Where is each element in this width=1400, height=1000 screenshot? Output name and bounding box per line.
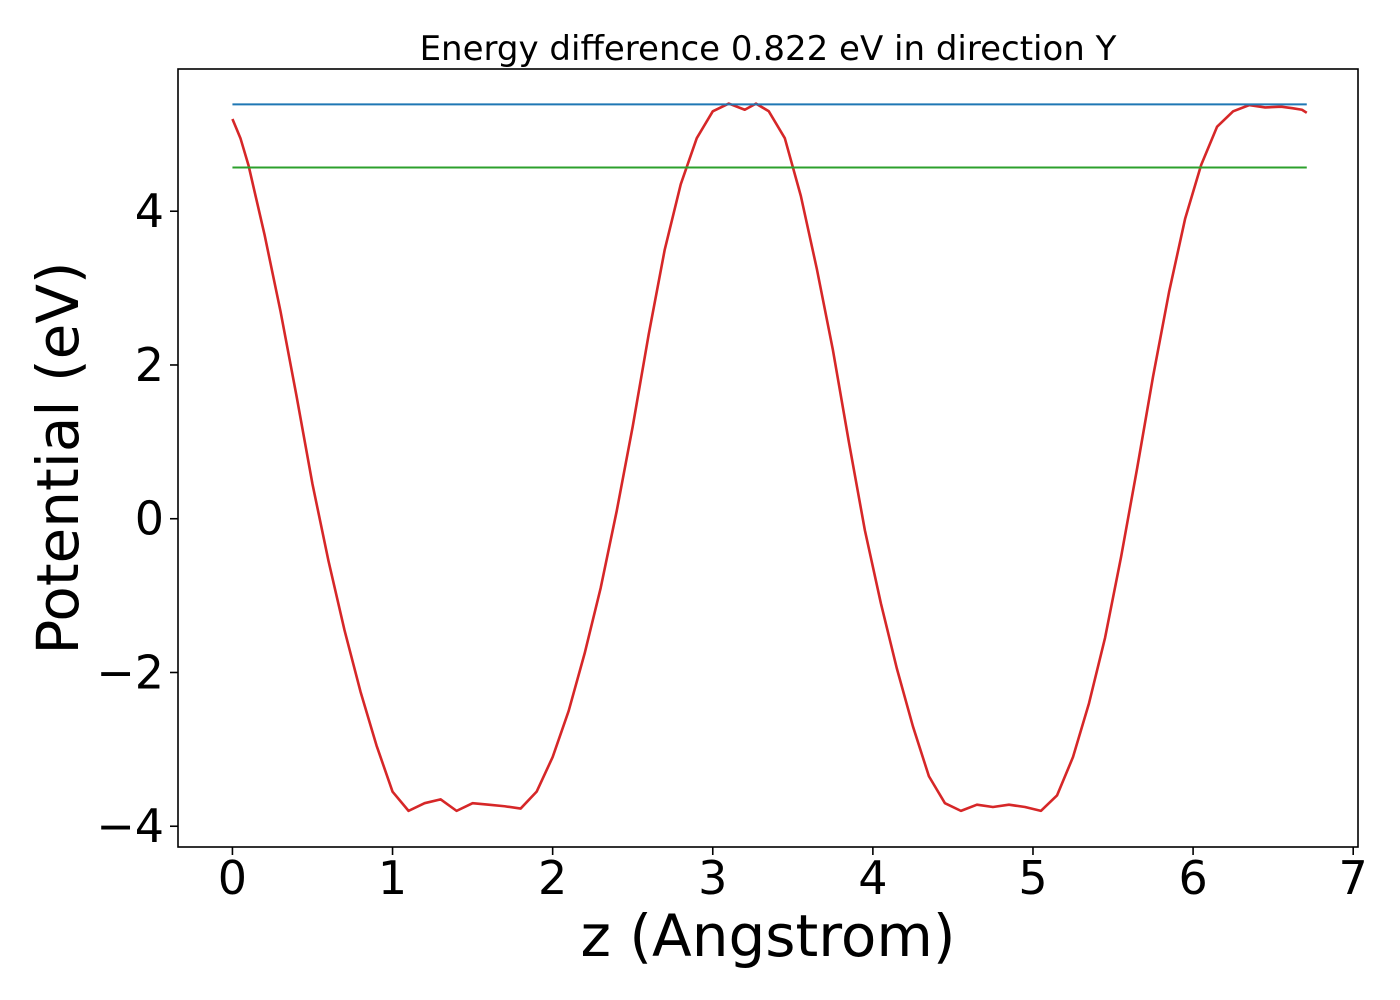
- x-tick-label: 1: [378, 851, 407, 905]
- series-layer: [231, 102, 1308, 813]
- y-axis-ticks: −4 −2 0 2 4: [96, 184, 178, 853]
- plot-area-frame: [177, 68, 1359, 848]
- y-tick-label: 2: [135, 338, 164, 392]
- x-tick-label: 5: [1018, 851, 1047, 905]
- y-tick-label: −4: [96, 799, 164, 853]
- x-axis-ticks: 0 1 2 3 4 5 6 7: [218, 847, 1368, 905]
- x-tick-label: 4: [858, 851, 887, 905]
- y-axis-label: Potential (eV): [24, 261, 92, 654]
- y-tick-label: −2: [96, 645, 164, 699]
- y-tick-label: 4: [135, 184, 164, 238]
- x-tick-label: 0: [218, 851, 247, 905]
- x-tick-label: 2: [538, 851, 567, 905]
- chart-title: Energy difference 0.822 eV in direction …: [420, 29, 1117, 69]
- x-tick-label: 7: [1339, 851, 1368, 905]
- x-axis-label: z (Angstrom): [581, 902, 956, 970]
- x-tick-label: 6: [1178, 851, 1207, 905]
- y-tick-label: 0: [135, 492, 164, 546]
- series-line-1: [231, 102, 1308, 813]
- x-tick-label: 3: [698, 851, 727, 905]
